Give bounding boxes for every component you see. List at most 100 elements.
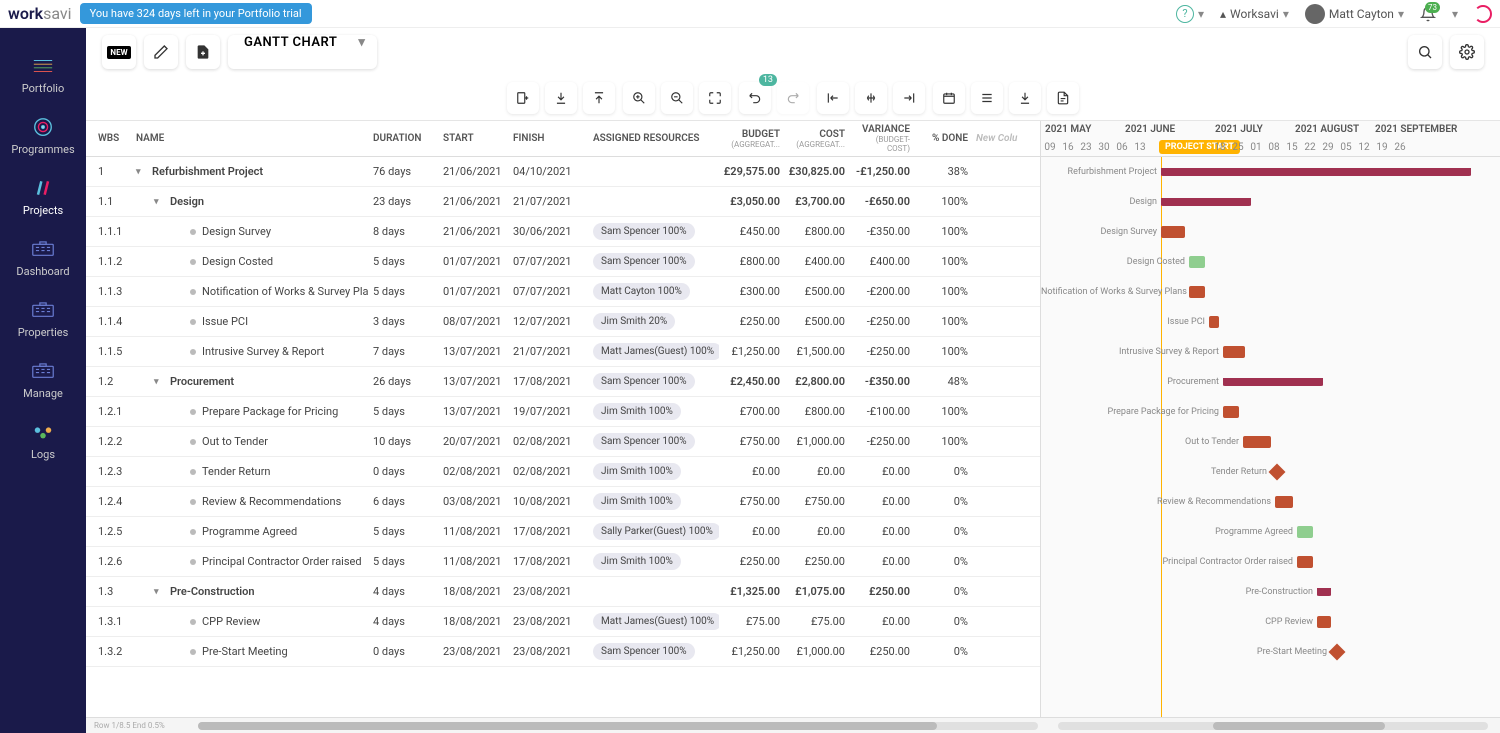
- gantt-bar[interactable]: [1161, 168, 1471, 176]
- resource-pill[interactable]: Jim Smith 100%: [593, 403, 681, 420]
- gantt-bar[interactable]: [1223, 346, 1245, 358]
- col-budget[interactable]: BUDGET(AGGREGAT...: [719, 129, 784, 149]
- resource-pill[interactable]: Sam Spencer 100%: [593, 643, 695, 660]
- col-finish[interactable]: FINISH: [509, 133, 589, 144]
- resource-pill[interactable]: Matt James(Guest) 100%: [593, 613, 719, 630]
- table-row[interactable]: 1.2.3Tender Return0 days02/08/202102/08/…: [86, 457, 1040, 487]
- gantt-bar[interactable]: [1161, 226, 1185, 238]
- trial-banner[interactable]: You have 324 days left in your Portfolio…: [80, 3, 312, 24]
- table-row[interactable]: 1.1.2Design Costed5 days01/07/202107/07/…: [86, 247, 1040, 277]
- report-button[interactable]: [1047, 82, 1079, 114]
- table-row[interactable]: 1.3▾Pre-Construction4 days18/08/202123/0…: [86, 577, 1040, 607]
- zoom-in-button[interactable]: [623, 82, 655, 114]
- edit-button[interactable]: [144, 35, 178, 69]
- view-select[interactable]: GANTT CHART: [228, 35, 377, 69]
- resource-pill[interactable]: Matt James(Guest) 100%: [593, 343, 719, 360]
- gantt-bar[interactable]: [1209, 316, 1219, 328]
- sidebar-item-projects[interactable]: Projects: [0, 166, 86, 227]
- col-done[interactable]: % DONE: [914, 133, 972, 144]
- gantt-milestone[interactable]: [1269, 464, 1286, 481]
- notifications-button[interactable]: 73: [1420, 6, 1436, 22]
- upload-button[interactable]: [583, 82, 615, 114]
- table-row[interactable]: 1.2.6Principal Contractor Order raised5 …: [86, 547, 1040, 577]
- resource-pill[interactable]: Jim Smith 100%: [593, 553, 681, 570]
- col-cost[interactable]: COST(AGGREGAT...: [784, 129, 849, 149]
- sidebar-item-properties[interactable]: Properties: [0, 288, 86, 349]
- col-resources[interactable]: ASSIGNED RESOURCES: [589, 133, 719, 144]
- h-scrollbar-right[interactable]: [1058, 722, 1488, 730]
- add-button[interactable]: [186, 35, 220, 69]
- collapse-icon[interactable]: ▾: [154, 587, 164, 597]
- table-row[interactable]: 1.2.5Programme Agreed5 days11/08/202117/…: [86, 517, 1040, 547]
- gantt-bar[interactable]: [1317, 588, 1331, 596]
- gantt-bar[interactable]: [1161, 198, 1251, 206]
- align-right-button[interactable]: [893, 82, 925, 114]
- gantt-bar[interactable]: [1297, 556, 1313, 568]
- gantt-bar[interactable]: [1243, 436, 1271, 448]
- table-row[interactable]: 1▾Refurbishment Project76 days21/06/2021…: [86, 157, 1040, 187]
- table-row[interactable]: 1.2.2Out to Tender10 days20/07/202102/08…: [86, 427, 1040, 457]
- calendar-button[interactable]: [933, 82, 965, 114]
- sidebar-item-dashboard[interactable]: Dashboard: [0, 227, 86, 288]
- table-row[interactable]: 1.1.5Intrusive Survey & Report7 days13/0…: [86, 337, 1040, 367]
- resource-pill[interactable]: Jim Smith 100%: [593, 493, 681, 510]
- table-row[interactable]: 1.2.1Prepare Package for Pricing5 days13…: [86, 397, 1040, 427]
- sidebar-item-portfolio[interactable]: Portfolio: [0, 44, 86, 105]
- col-wbs[interactable]: WBS: [94, 133, 132, 144]
- align-center-button[interactable]: [855, 82, 887, 114]
- col-new[interactable]: New Colu: [972, 133, 1030, 144]
- table-row[interactable]: 1.3.1CPP Review4 days18/08/202123/08/202…: [86, 607, 1040, 637]
- export-button[interactable]: [1009, 82, 1041, 114]
- insert-row-button[interactable]: [507, 82, 539, 114]
- gantt-bar[interactable]: [1189, 286, 1205, 298]
- fit-button[interactable]: [699, 82, 731, 114]
- sidebar-item-programmes[interactable]: Programmes: [0, 105, 86, 166]
- new-button[interactable]: NEW: [102, 35, 136, 69]
- resource-pill[interactable]: Matt Cayton 100%: [593, 283, 690, 300]
- settings-button[interactable]: [1450, 35, 1484, 69]
- resource-pill[interactable]: Sam Spencer 100%: [593, 373, 695, 390]
- gantt-body[interactable]: Refurbishment ProjectDesignDesign Survey…: [1041, 157, 1500, 717]
- workspace-menu[interactable]: ▴ Worksavi ▾: [1220, 7, 1289, 21]
- resource-pill[interactable]: Jim Smith 20%: [593, 313, 675, 330]
- gantt-bar[interactable]: [1223, 378, 1323, 386]
- collapse-icon[interactable]: ▾: [136, 167, 146, 177]
- refresh-button[interactable]: [1474, 5, 1492, 23]
- align-left-button[interactable]: [817, 82, 849, 114]
- resource-pill[interactable]: Jim Smith 100%: [593, 463, 681, 480]
- h-scrollbar-left[interactable]: [198, 722, 1038, 730]
- list-button[interactable]: [971, 82, 1003, 114]
- search-button[interactable]: [1408, 35, 1442, 69]
- table-row[interactable]: 1.1.4Issue PCI3 days08/07/202112/07/2021…: [86, 307, 1040, 337]
- user-menu[interactable]: Matt Cayton ▾: [1305, 4, 1404, 24]
- table-row[interactable]: 1.3.2Pre-Start Meeting0 days23/08/202123…: [86, 637, 1040, 667]
- sidebar-item-logs[interactable]: Logs: [0, 410, 86, 471]
- resource-pill[interactable]: Sam Spencer 100%: [593, 223, 695, 240]
- collapse-icon[interactable]: ▾: [154, 377, 164, 387]
- help-menu[interactable]: ? ▾: [1176, 5, 1204, 23]
- col-start[interactable]: START: [439, 133, 509, 144]
- gantt-bar[interactable]: [1297, 526, 1313, 538]
- col-variance[interactable]: VARIANCE(BUDGET-COST): [849, 124, 914, 153]
- table-row[interactable]: 1.2.4Review & Recommendations6 days03/08…: [86, 487, 1040, 517]
- col-name[interactable]: NAME: [132, 133, 369, 144]
- resource-pill[interactable]: Sally Parker(Guest) 100%: [593, 523, 719, 540]
- gantt-bar[interactable]: [1317, 616, 1331, 628]
- zoom-out-button[interactable]: [661, 82, 693, 114]
- sidebar-item-manage[interactable]: Manage: [0, 349, 86, 410]
- resource-pill[interactable]: Sam Spencer 100%: [593, 253, 695, 270]
- undo-button[interactable]: 13: [739, 82, 771, 114]
- table-row[interactable]: 1.1.1Design Survey8 days21/06/202130/06/…: [86, 217, 1040, 247]
- collapse-icon[interactable]: ▾: [154, 197, 164, 207]
- table-row[interactable]: 1.1▾Design23 days21/06/202121/07/2021£3,…: [86, 187, 1040, 217]
- gantt-bar[interactable]: [1189, 256, 1205, 268]
- notif-chevron[interactable]: ▾: [1452, 7, 1458, 21]
- gantt-bar[interactable]: [1223, 406, 1239, 418]
- download-button[interactable]: [545, 82, 577, 114]
- gantt-milestone[interactable]: [1329, 644, 1346, 661]
- table-row[interactable]: 1.2▾Procurement26 days13/07/202117/08/20…: [86, 367, 1040, 397]
- resource-pill[interactable]: Sam Spencer 100%: [593, 433, 695, 450]
- redo-button[interactable]: [777, 82, 809, 114]
- gantt-bar[interactable]: [1275, 496, 1293, 508]
- col-duration[interactable]: DURATION: [369, 133, 439, 144]
